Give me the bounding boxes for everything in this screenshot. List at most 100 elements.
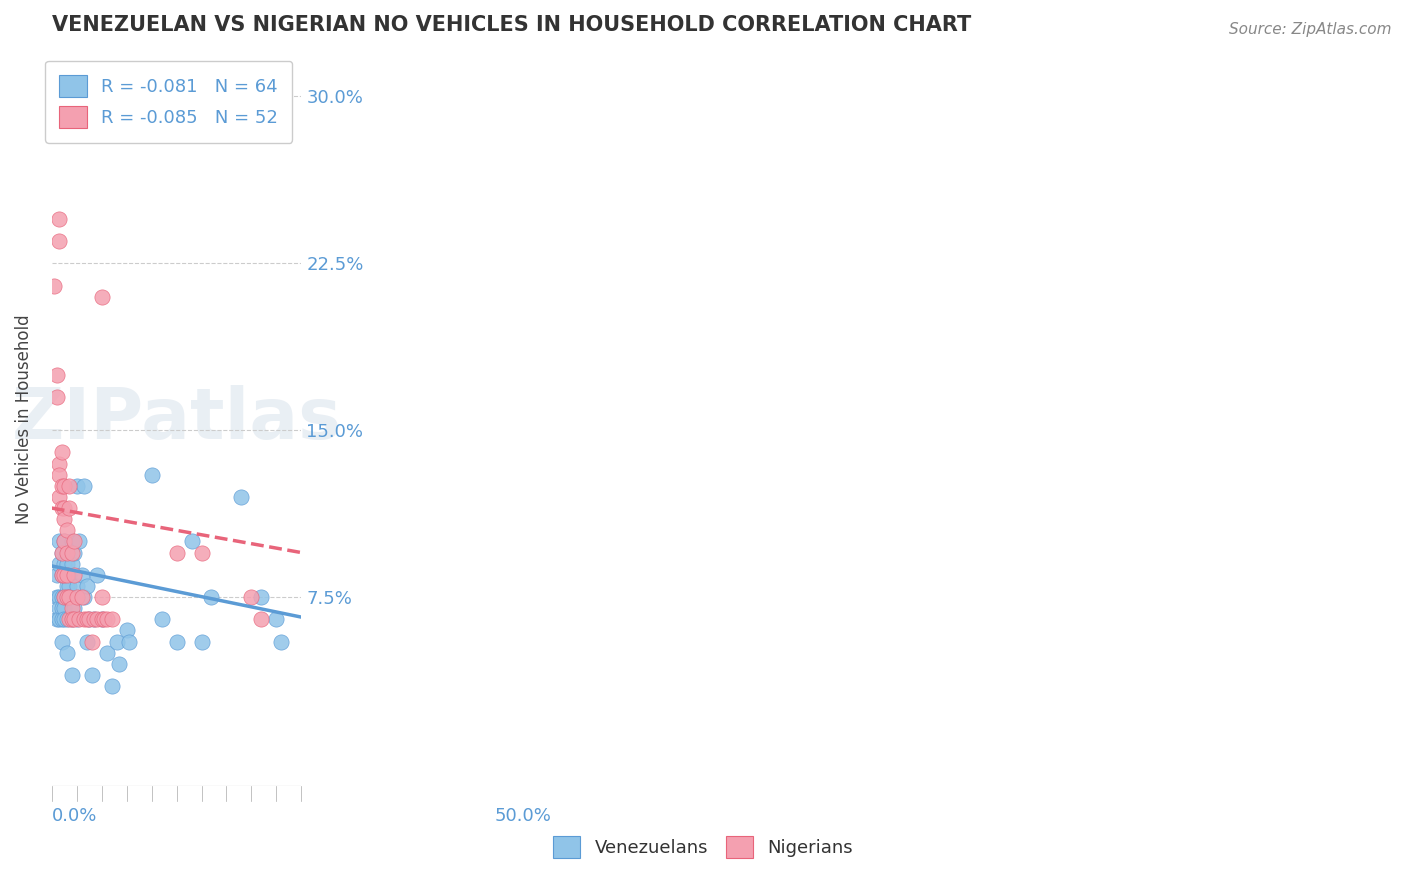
Point xyxy=(270,634,292,648)
Point xyxy=(80,668,103,682)
Point xyxy=(53,567,76,582)
Point xyxy=(83,612,105,626)
Point xyxy=(86,612,108,626)
Point xyxy=(48,534,70,549)
Point xyxy=(48,467,70,482)
Point xyxy=(77,612,100,626)
Point xyxy=(105,634,128,648)
Point xyxy=(66,590,89,604)
Legend: R = -0.081   N = 64, R = -0.085   N = 52: R = -0.081 N = 64, R = -0.085 N = 52 xyxy=(45,61,292,143)
Point xyxy=(58,579,80,593)
Point xyxy=(51,590,73,604)
Point xyxy=(53,601,76,615)
Y-axis label: No Vehicles in Household: No Vehicles in Household xyxy=(15,314,32,524)
Point xyxy=(150,612,173,626)
Point xyxy=(250,590,273,604)
Point xyxy=(51,545,73,559)
Point xyxy=(63,534,86,549)
Point xyxy=(45,567,67,582)
Point xyxy=(51,479,73,493)
Point xyxy=(60,545,83,559)
Point xyxy=(51,545,73,559)
Point xyxy=(55,567,77,582)
Point xyxy=(55,612,77,626)
Point xyxy=(58,501,80,516)
Point xyxy=(166,634,188,648)
Point xyxy=(190,545,212,559)
Point xyxy=(190,634,212,648)
Point xyxy=(51,445,73,459)
Point xyxy=(51,501,73,516)
Point xyxy=(44,278,66,293)
Point xyxy=(76,634,98,648)
Point xyxy=(58,590,80,604)
Point xyxy=(115,624,138,638)
Point xyxy=(70,567,93,582)
Point xyxy=(48,590,70,604)
Point xyxy=(166,545,188,559)
Point xyxy=(100,679,122,693)
Point xyxy=(55,579,77,593)
Point xyxy=(55,590,77,604)
Text: VENEZUELAN VS NIGERIAN NO VEHICLES IN HOUSEHOLD CORRELATION CHART: VENEZUELAN VS NIGERIAN NO VEHICLES IN HO… xyxy=(52,15,972,35)
Point xyxy=(45,612,67,626)
Point xyxy=(48,457,70,471)
Point xyxy=(60,601,83,615)
Point xyxy=(90,612,112,626)
Point xyxy=(51,634,73,648)
Point xyxy=(48,211,70,226)
Point xyxy=(60,668,83,682)
Point xyxy=(67,612,90,626)
Legend: Venezuelans, Nigerians: Venezuelans, Nigerians xyxy=(546,829,860,865)
Point xyxy=(90,290,112,304)
Point xyxy=(53,590,76,604)
Point xyxy=(55,545,77,559)
Point xyxy=(180,534,202,549)
Point xyxy=(108,657,131,671)
Point xyxy=(58,590,80,604)
Point xyxy=(60,612,83,626)
Point xyxy=(83,612,105,626)
Point xyxy=(55,646,77,660)
Point xyxy=(48,557,70,571)
Point xyxy=(86,567,108,582)
Point xyxy=(58,567,80,582)
Point xyxy=(48,234,70,248)
Point xyxy=(66,579,89,593)
Point xyxy=(45,590,67,604)
Point xyxy=(200,590,222,604)
Point xyxy=(66,612,89,626)
Point xyxy=(76,612,98,626)
Point xyxy=(266,612,288,626)
Point xyxy=(58,612,80,626)
Point xyxy=(53,590,76,604)
Point xyxy=(90,590,112,604)
Point xyxy=(53,512,76,526)
Point xyxy=(96,646,118,660)
Point xyxy=(48,612,70,626)
Point xyxy=(76,579,98,593)
Point xyxy=(53,557,76,571)
Point xyxy=(77,612,100,626)
Point xyxy=(73,479,96,493)
Point xyxy=(80,634,103,648)
Point xyxy=(51,612,73,626)
Point xyxy=(118,634,141,648)
Point xyxy=(55,524,77,538)
Point xyxy=(250,612,273,626)
Point xyxy=(66,479,89,493)
Point xyxy=(51,567,73,582)
Text: 0.0%: 0.0% xyxy=(52,806,97,825)
Point xyxy=(63,612,86,626)
Point xyxy=(63,601,86,615)
Point xyxy=(51,601,73,615)
Point xyxy=(90,612,112,626)
Point xyxy=(63,545,86,559)
Point xyxy=(53,501,76,516)
Point xyxy=(70,590,93,604)
Point xyxy=(48,490,70,504)
Point xyxy=(63,567,86,582)
Point xyxy=(100,612,122,626)
Point xyxy=(53,534,76,549)
Point xyxy=(67,534,90,549)
